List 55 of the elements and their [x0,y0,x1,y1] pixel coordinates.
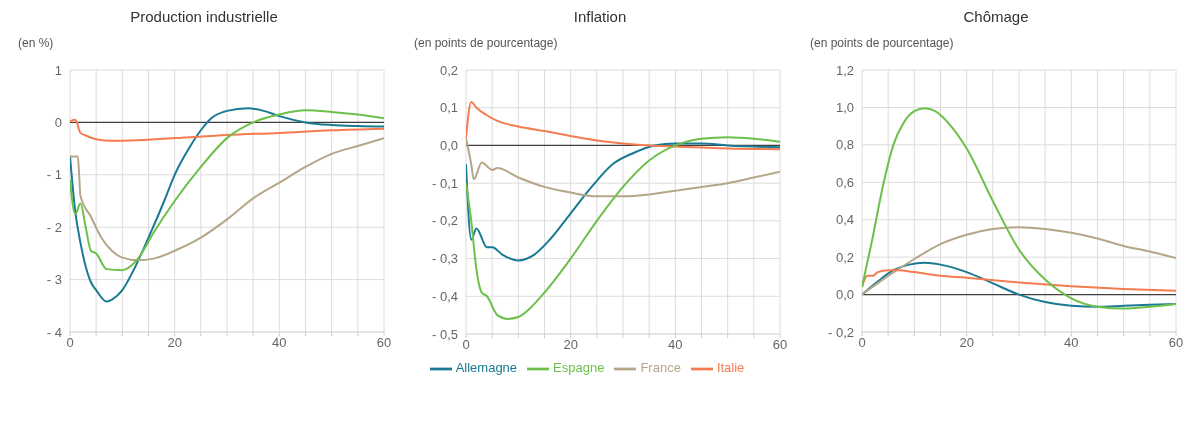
y-tick-label: 1 [54,62,62,78]
y-tick-label: - 2 [46,219,62,235]
x-tick-label: 40 [668,337,683,353]
y-tick-label: 0,6 [835,174,854,190]
y-tick-label: 0,2 [439,62,458,78]
legend-label: Espagne [553,360,605,376]
line-series [466,136,780,198]
y-tick-label: 1,0 [835,100,854,116]
x-tick-label: 20 [959,335,974,351]
y-tick-label: - 0,5 [431,326,458,342]
x-tick-label: 60 [772,337,788,353]
y-tick-label: - 0,3 [431,251,458,267]
line-series [70,118,384,142]
x-tick-label: 60 [376,335,392,351]
y-tick-label: - 1 [46,167,62,183]
line-series [70,137,384,262]
x-tick-label: 60 [1168,335,1184,351]
line-series [862,269,1176,292]
y-axis-title: (en %) [17,35,55,52]
x-tick-label: 40 [272,335,287,351]
legend-label: Italie [716,360,745,376]
y-tick-label: - 0,2 [431,213,458,229]
y-tick-label: - 0,2 [827,324,854,340]
chart-title: Inflation [572,8,628,27]
chart-title: Chômage [962,8,1030,27]
y-tick-label: 0,4 [835,212,854,228]
y-tick-label: 1,2 [835,62,854,78]
line-series [70,109,384,272]
y-tick-label: 0,8 [835,137,854,153]
x-tick-label: 0 [858,335,866,351]
x-tick-label: 0 [66,335,74,351]
x-tick-label: 0 [462,337,470,353]
y-tick-label: 0,1 [439,100,458,116]
y-axis-title: (en points de pourcentage) [413,35,559,52]
x-tick-label: 40 [1064,335,1079,351]
line-series [862,226,1176,296]
y-tick-label: 0,0 [439,138,458,154]
y-axis-title: (en points de pourcentage) [809,35,955,52]
y-tick-label: - 0,4 [431,288,458,304]
line-series [466,142,780,262]
legend-label: France [640,360,681,376]
line-series [466,136,780,320]
line-series [70,107,384,303]
y-tick-label: - 4 [46,324,62,340]
x-tick-label: 20 [563,337,578,353]
y-tick-label: 0,0 [835,287,854,303]
line-series [862,107,1176,310]
legend-label: Allemagne [455,360,518,376]
chart-title: Production industrielle [129,8,279,27]
line-series [466,101,780,151]
y-tick-label: - 3 [46,272,62,288]
y-tick-label: 0 [54,115,62,131]
y-tick-label: 0,2 [835,249,854,265]
x-tick-label: 20 [167,335,182,351]
y-tick-label: - 0,1 [431,175,458,191]
